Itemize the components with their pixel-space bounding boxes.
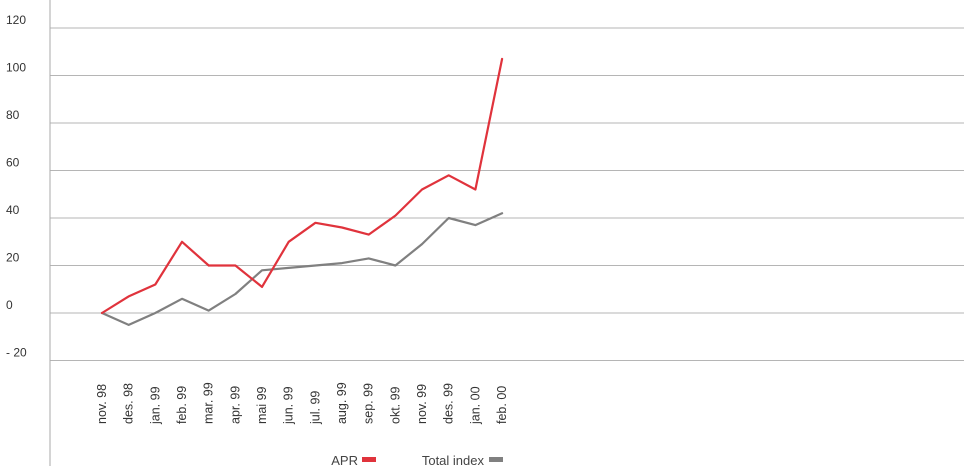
x-tick-label: apr. 99	[228, 386, 242, 424]
y-tick-label: 40	[6, 203, 20, 217]
x-tick-label: nov. 98	[95, 384, 109, 424]
x-tick-label: des. 99	[442, 383, 456, 424]
y-tick-label: 80	[6, 108, 20, 122]
legend-swatch	[362, 457, 376, 462]
legend-swatch	[489, 457, 503, 462]
x-tick-label: feb. 99	[175, 386, 189, 424]
y-tick-label: 0	[6, 298, 13, 312]
legend: APR Total index	[331, 453, 503, 468]
y-tick-label: - 20	[6, 346, 27, 360]
x-tick-label: okt. 99	[388, 386, 402, 424]
y-tick-label: 20	[6, 251, 20, 265]
x-tick-label: des. 98	[122, 383, 136, 424]
y-tick-label: 100	[6, 61, 26, 75]
series-lines	[100, 57, 504, 326]
x-tick-label: aug. 99	[335, 382, 349, 424]
x-tick-label: jun. 99	[282, 386, 296, 425]
x-tick-label: feb. 00	[495, 386, 509, 424]
x-tick-labels: nov. 98 des. 98 jan. 99 feb. 99 mar. 99 apr. …	[95, 382, 509, 425]
legend-label: APR	[331, 453, 358, 468]
series-line-apr	[100, 57, 504, 315]
x-tick-label: nov. 99	[415, 384, 429, 424]
series-line-total-index	[100, 212, 504, 326]
y-tick-label: 120	[6, 13, 26, 27]
x-tick-label: mar. 99	[202, 382, 216, 424]
gridlines	[50, 27, 964, 361]
x-tick-label: jan. 99	[148, 386, 162, 425]
legend-label: Total index	[422, 453, 485, 468]
x-tick-label: sep. 99	[362, 383, 376, 424]
x-tick-label: jan. 00	[468, 386, 482, 425]
x-tick-label: mai 99	[255, 386, 269, 424]
x-tick-label: jul. 99	[308, 391, 322, 425]
y-tick-labels: 120 100 80 60 40 20 0 - 20	[6, 13, 27, 360]
y-tick-label: 60	[6, 156, 20, 170]
